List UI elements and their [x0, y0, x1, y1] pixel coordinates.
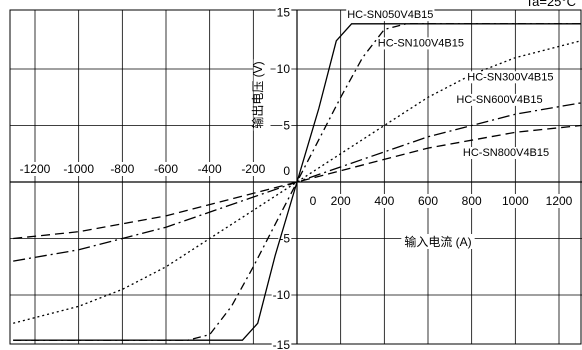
x-tick-label-bg: [109, 162, 136, 176]
y-axis-label-bg: [253, 59, 271, 131]
y-tick-label-bg: [271, 338, 292, 350]
x-tick-label-bg: [373, 194, 396, 208]
series-label-bg: [466, 71, 555, 84]
x-tick-label-bg: [62, 162, 96, 176]
y-tick-label: 5: [283, 119, 290, 133]
x-tick-label: 400: [374, 194, 394, 208]
x-tick-label: -400: [198, 162, 222, 176]
series-label: HC-SN100V4B15: [378, 37, 464, 49]
x-tick-label: -800: [110, 162, 134, 176]
x-tick-label-bg: [500, 194, 531, 208]
y-tick-label: 15: [277, 6, 291, 20]
x-tick-label-bg: [196, 162, 223, 176]
series-line: [13, 40, 581, 324]
series-line: [13, 102, 581, 262]
x-tick-label: 1000: [502, 194, 529, 208]
x-axis-label-bg: [401, 234, 475, 249]
y-tick-label-bg: [275, 62, 292, 76]
y-tick-label: -5: [279, 232, 290, 246]
series-label-bg: [455, 93, 544, 106]
series-label: HC-SN800V4B15: [463, 147, 549, 159]
y-tick-label: -15: [273, 338, 291, 350]
x-tick-label-bg: [544, 194, 574, 208]
series-label-bg: [376, 37, 466, 50]
x-tick-label: -1200: [20, 162, 51, 176]
y-axis-label: 输出电压 (V): [250, 61, 265, 128]
x-tick-label: 1200: [546, 194, 573, 208]
y-tick-label-bg: [271, 288, 292, 302]
x-tick-label-bg: [18, 162, 52, 176]
series-label-bg: [346, 9, 435, 22]
x-tick-label: 200: [331, 194, 351, 208]
x-tick-label-bg: [308, 194, 318, 208]
x-tick-label: -200: [241, 162, 265, 176]
plot-frame: [9, 9, 582, 345]
corner-label: Ta=25°C: [525, 0, 576, 9]
x-tick-label-bg: [460, 194, 483, 208]
x-tick-label-bg: [329, 194, 352, 208]
x-tick-label-bg: [240, 162, 267, 176]
series-label: HC-SN300V4B15: [467, 71, 553, 83]
series-label: HC-SN050V4B15: [347, 9, 433, 21]
x-tick-label: -1000: [63, 162, 94, 176]
y-tick-label: 0: [283, 164, 290, 178]
x-tick-label-bg: [416, 194, 440, 208]
series-label: HC-SN600V4B15: [456, 94, 542, 106]
x-tick-label: 600: [418, 194, 438, 208]
y-tick-label-bg: [282, 118, 292, 133]
y-tick-label: -10: [273, 288, 291, 302]
y-tick-label: 10: [277, 62, 291, 76]
x-tick-label: -600: [154, 162, 178, 176]
x-tick-label-bg: [152, 162, 180, 176]
y-tick-label-bg: [275, 5, 292, 20]
x-tick-label: 800: [462, 194, 482, 208]
series-label-bg: [461, 147, 551, 160]
x-axis-label: 输入电流 (A): [404, 234, 471, 249]
y-tick-label-bg: [282, 164, 292, 178]
x-tick-label: 0: [310, 194, 317, 208]
